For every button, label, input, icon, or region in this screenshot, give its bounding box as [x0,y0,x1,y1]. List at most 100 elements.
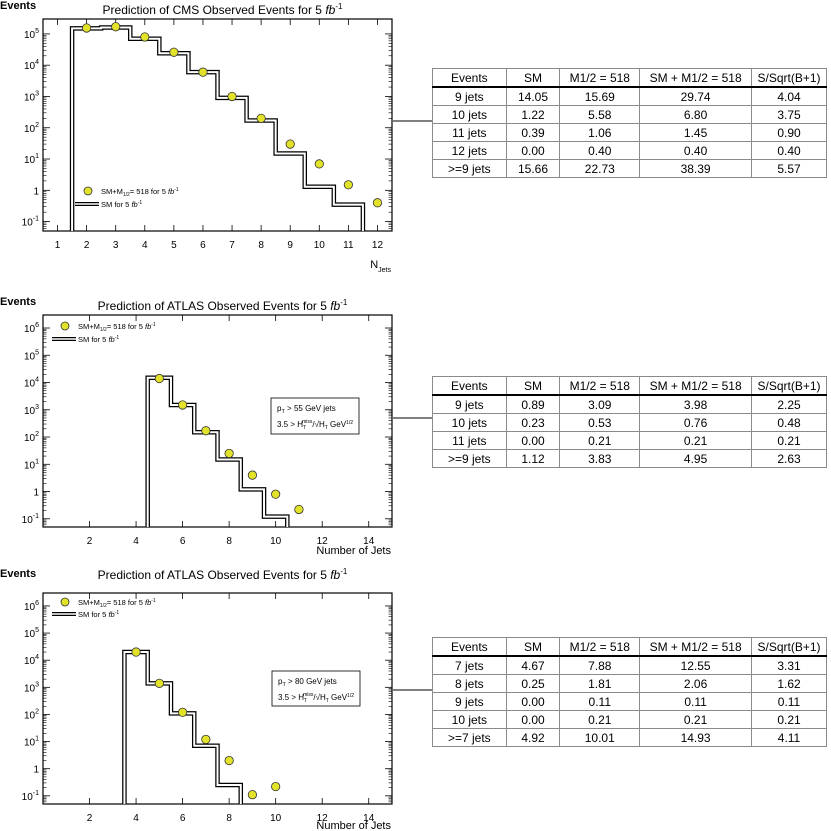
table-cell: 2.25 [751,394,827,414]
cuts-text: > 55 GeV jets [285,404,336,413]
sm-histogram-inner [123,651,242,804]
cuts-text: 3.5 > H [277,420,303,429]
y-tick-label: 103 [24,404,39,417]
y-tick-label: 104 [24,377,39,390]
table-header-row: Events SM M1/2 = 518 SM + M1/2 = 518 S/Sqrt(… [432,637,827,657]
table-row: 9 jets 0.89 3.09 3.98 2.25 [432,394,827,414]
y-tick-base: 10 [24,460,36,471]
x-tick-label: 11 [343,240,354,251]
y-tick-label: 103 [24,681,39,694]
legend-label-signal: SM+M1/2= 518 for 5 fb-1 [101,187,179,198]
y-tick-label: 101 [24,153,39,166]
y-tick-base: 10 [22,792,34,803]
table-header-cell: SM + M1/2 = 518 [639,376,753,396]
chart-title-text: Prediction of CMS Observed Events for 5 [103,3,326,17]
x-tick-label: 14 [363,813,375,824]
table-cell: 1.81 [559,674,641,693]
y-tick-label: 1 [33,186,39,197]
table-cell: 0.00 [505,431,561,450]
y-tick-base: 10 [24,433,36,444]
table-header-row: Events SM M1/2 = 518 SM + M1/2 = 518 S/Sqrt(… [432,376,827,396]
table-cell: 1.06 [559,123,641,142]
y-tick-base: 10 [24,155,36,166]
table-header-cell: M1/2 = 518 [559,68,641,88]
signal-point [271,489,281,499]
x-tick-label: 9 [287,240,293,251]
y-tick-exp: 1 [35,153,39,160]
atlas-55gev-results-table: Events SM M1/2 = 518 SM + M1/2 = 518 S/Sqrt(… [432,376,827,468]
signal-point [154,373,164,384]
x-tick-label: 12 [317,536,329,547]
table-row: 8 jets 0.25 1.81 2.06 1.62 [432,674,827,693]
signal-point [154,678,164,688]
y-tick-exp: 3 [35,404,39,411]
legend-text: = 518 for 5 [107,598,145,607]
y-tick-base: 10 [22,515,34,526]
cuts-sup: 1/2 [346,420,353,426]
x-tick-label: 4 [133,813,139,824]
table-cell: 1.45 [639,123,752,142]
y-tick-base: 10 [24,351,36,362]
table-row: 12 jets 0.00 0.40 0.40 0.40 [432,141,827,160]
table-cell: 9 jets [432,86,507,106]
y-axis-label: Events [0,0,36,12]
table-header-cell: SM [505,637,561,657]
table-cell: 0.11 [639,692,753,711]
signal-point [169,47,179,57]
cuts-line-2: 3.5 > HTmiss/√HT GeV1/2 [277,419,353,431]
chart-title: Prediction of ATLAS Observed Events for … [98,567,348,582]
y-tick-exp: -1 [33,790,39,797]
y-tick-label: 10-1 [22,790,39,803]
chart-title: Prediction of CMS Observed Events for 5 … [103,2,343,17]
table-header-cell: SM [505,68,561,88]
legend-label-signal: SM+M1/2= 518 for 5 fb-1 [78,322,156,333]
chart-title-text: Prediction of ATLAS Observed Events for … [98,299,331,313]
chart-title-unit: fb [325,3,335,17]
signal-point [140,32,150,42]
table-header-cell: S/Sqrt(B+1) [751,376,827,396]
y-tick-label: 10-1 [22,513,39,526]
signal-point [201,734,211,745]
y-tick-label: 105 [24,349,39,362]
signal-point [372,198,383,208]
legend-sub: 1/2 [100,327,107,333]
signal-point [131,647,141,657]
table-cell: 1.22 [505,105,561,124]
y-tick-base: 10 [24,406,36,417]
table-cell: 0.21 [559,431,641,450]
x-tick-label: 2 [87,813,93,824]
cuts-sup: miss [302,419,313,425]
table-cell: 0.21 [639,431,753,450]
cuts-sub: T [282,682,286,688]
table-cell: 0.40 [559,141,641,160]
table-header-cell: S/Sqrt(B+1) [751,68,827,88]
y-axis-label: Events [0,296,36,308]
table-cell: 10.01 [559,728,641,747]
cuts-text: 3.5 > H [278,693,304,702]
table-header-cell: SM + M1/2 = 518 [639,637,753,657]
cuts-text: /√H [312,420,325,429]
y-tick-base: 10 [24,124,36,135]
plot-frame [42,18,393,232]
x-tick-label: 12 [317,813,329,824]
sm-histogram-inner [146,376,289,527]
table-cell: 4.11 [751,728,827,747]
y-tick-exp: 3 [35,90,39,97]
table-cell: 0.21 [751,710,827,729]
table-cell: 3.31 [751,655,827,675]
signal-point [224,448,234,459]
table-cell: 7.88 [559,655,641,675]
y-tick-label: 106 [24,600,39,613]
cuts-text: GeV [328,420,347,429]
table-cell: 2.06 [639,674,753,693]
x-tick-label: 10 [270,813,282,824]
table-cell: 38.39 [639,159,752,178]
table-cell: 14.93 [639,728,753,747]
chart-panel-3: Prediction of ATLAS Observed Events for … [0,567,393,831]
y-tick-base: 10 [24,629,36,640]
table-cell: 9 jets [432,692,507,711]
y-tick-exp: 4 [35,59,39,66]
table-cell: 0.39 [505,123,561,142]
table-cell: 0.25 [505,674,561,693]
legend-marker-signal [83,186,93,196]
